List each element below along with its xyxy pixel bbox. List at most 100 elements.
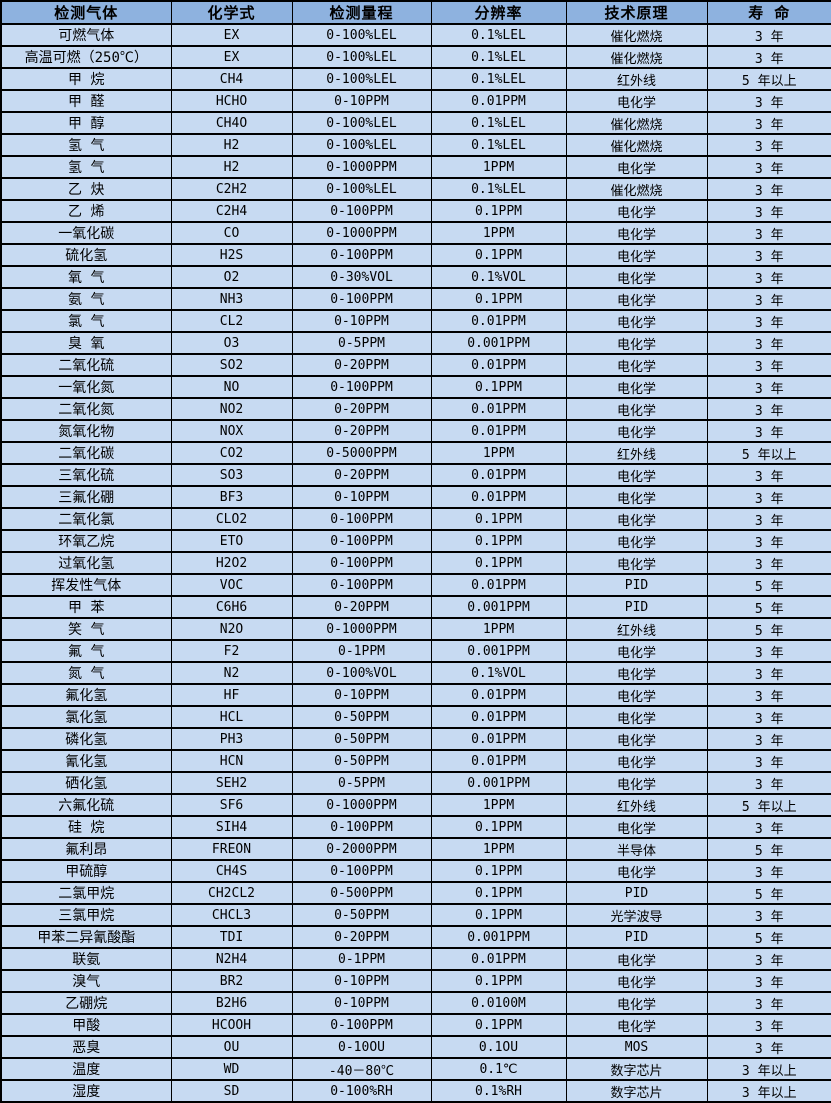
cell-chemical-formula: PH3 xyxy=(170,727,293,751)
table-row: 高温可燃（250℃） EX 0-100%LEL 0.1%LEL 催化燃烧 3 年 xyxy=(0,45,831,69)
cell-tech-principle: 电化学 xyxy=(565,705,708,729)
cell-chemical-formula: NOX xyxy=(170,419,293,443)
table-row: 二氧化氮 NO2 0-20PPM 0.01PPM 电化学 3 年 xyxy=(0,397,831,421)
cell-detection-range: 0-100PPM xyxy=(291,199,432,223)
cell-resolution: 1PPM xyxy=(430,155,567,179)
table-row: 氟化氢 HF 0-10PPM 0.01PPM 电化学 3 年 xyxy=(0,683,831,707)
cell-tech-principle: 电化学 xyxy=(565,551,708,575)
cell-gas-name: 氢 气 xyxy=(0,133,172,157)
cell-detection-range: 0-100PPM xyxy=(291,859,432,883)
cell-gas-name: 氢 气 xyxy=(0,155,172,179)
cell-gas-name: 溴气 xyxy=(0,969,172,993)
cell-lifespan: 5 年 xyxy=(706,573,831,597)
cell-tech-principle: 电化学 xyxy=(565,815,708,839)
cell-tech-principle: 电化学 xyxy=(565,155,708,179)
cell-lifespan: 3 年 xyxy=(706,265,831,289)
header-row: 检测气体 化学式 检测量程 分辨率 技术原理 寿 命 xyxy=(0,0,831,25)
cell-tech-principle: 电化学 xyxy=(565,89,708,113)
column-header-tech-principle: 技术原理 xyxy=(565,0,708,25)
cell-resolution: 0.1PPM xyxy=(430,507,567,531)
cell-gas-name: 氟化氢 xyxy=(0,683,172,707)
cell-tech-principle: 电化学 xyxy=(565,309,708,333)
cell-lifespan: 3 年 xyxy=(706,397,831,421)
cell-gas-name: 二氧化碳 xyxy=(0,441,172,465)
cell-chemical-formula: CO xyxy=(170,221,293,245)
cell-resolution: 0.1PPM xyxy=(430,1013,567,1037)
cell-gas-name: 氧 气 xyxy=(0,265,172,289)
cell-lifespan: 3 年 xyxy=(706,1035,831,1059)
cell-chemical-formula: H2 xyxy=(170,155,293,179)
cell-resolution: 0.1OU xyxy=(430,1035,567,1059)
cell-tech-principle: 电化学 xyxy=(565,639,708,663)
cell-gas-name: 乙硼烷 xyxy=(0,991,172,1015)
cell-tech-principle: 电化学 xyxy=(565,243,708,267)
cell-detection-range: 0-100PPM xyxy=(291,551,432,575)
cell-resolution: 0.1%VOL xyxy=(430,661,567,685)
cell-gas-name: 甲酸 xyxy=(0,1013,172,1037)
cell-resolution: 0.1%LEL xyxy=(430,177,567,201)
cell-tech-principle: 催化燃烧 xyxy=(565,111,708,135)
cell-detection-range: 0-100PPM xyxy=(291,573,432,597)
cell-detection-range: 0-50PPM xyxy=(291,749,432,773)
cell-lifespan: 5 年 xyxy=(706,837,831,861)
cell-detection-range: 0-5PPM xyxy=(291,331,432,355)
table-row: 三氯甲烷 CHCL3 0-50PPM 0.1PPM 光学波导 3 年 xyxy=(0,903,831,927)
table-row: 一氧化氮 NO 0-100PPM 0.1PPM 电化学 3 年 xyxy=(0,375,831,399)
cell-detection-range: 0-100PPM xyxy=(291,287,432,311)
cell-resolution: 0.01PPM xyxy=(430,485,567,509)
cell-gas-name: 臭 氧 xyxy=(0,331,172,355)
cell-tech-principle: 电化学 xyxy=(565,947,708,971)
cell-gas-name: 六氟化硫 xyxy=(0,793,172,817)
cell-detection-range: 0-20PPM xyxy=(291,397,432,421)
cell-tech-principle: PID xyxy=(565,573,708,597)
table-row: 硫化氢 H2S 0-100PPM 0.1PPM 电化学 3 年 xyxy=(0,243,831,267)
cell-chemical-formula: N2 xyxy=(170,661,293,685)
cell-chemical-formula: SIH4 xyxy=(170,815,293,839)
table-row: 湿度 SD 0-100%RH 0.1%RH 数字芯片 3 年以上 xyxy=(0,1079,831,1103)
table-row: 笑 气 N2O 0-1000PPM 1PPM 红外线 5 年 xyxy=(0,617,831,641)
cell-resolution: 0.01PPM xyxy=(430,419,567,443)
table-row: 臭 氧 O3 0-5PPM 0.001PPM 电化学 3 年 xyxy=(0,331,831,355)
cell-gas-name: 乙 炔 xyxy=(0,177,172,201)
table-row: 联氨 N2H4 0-1PPM 0.01PPM 电化学 3 年 xyxy=(0,947,831,971)
cell-detection-range: 0-100PPM xyxy=(291,507,432,531)
cell-detection-range: 0-5000PPM xyxy=(291,441,432,465)
cell-lifespan: 3 年 xyxy=(706,771,831,795)
table-row: 二氯甲烷 CH2CL2 0-500PPM 0.1PPM PID 5 年 xyxy=(0,881,831,905)
cell-chemical-formula: BF3 xyxy=(170,485,293,509)
cell-resolution: 0.1PPM xyxy=(430,375,567,399)
cell-gas-name: 甲硫醇 xyxy=(0,859,172,883)
cell-resolution: 1PPM xyxy=(430,793,567,817)
cell-tech-principle: 电化学 xyxy=(565,1013,708,1037)
cell-tech-principle: 电化学 xyxy=(565,661,708,685)
cell-lifespan: 5 年以上 xyxy=(706,793,831,817)
cell-gas-name: 硫化氢 xyxy=(0,243,172,267)
cell-resolution: 0.01PPM xyxy=(430,353,567,377)
cell-detection-range: 0-1000PPM xyxy=(291,617,432,641)
cell-chemical-formula: SEH2 xyxy=(170,771,293,795)
cell-detection-range: 0-10PPM xyxy=(291,89,432,113)
column-header-resolution: 分辨率 xyxy=(430,0,567,25)
cell-lifespan: 3 年 xyxy=(706,727,831,751)
cell-lifespan: 3 年 xyxy=(706,859,831,883)
table-row: 氧 气 O2 0-30%VOL 0.1%VOL 电化学 3 年 xyxy=(0,265,831,289)
cell-gas-name: 硒化氢 xyxy=(0,771,172,795)
cell-tech-principle: 电化学 xyxy=(565,463,708,487)
table-row: 氯化氢 HCL 0-50PPM 0.01PPM 电化学 3 年 xyxy=(0,705,831,729)
cell-chemical-formula: NO2 xyxy=(170,397,293,421)
cell-lifespan: 3 年 xyxy=(706,375,831,399)
cell-tech-principle: 电化学 xyxy=(565,419,708,443)
cell-chemical-formula: HF xyxy=(170,683,293,707)
cell-chemical-formula: CH4 xyxy=(170,67,293,91)
column-header-detection-range: 检测量程 xyxy=(291,0,432,25)
table-row: 三氧化硫 SO3 0-20PPM 0.01PPM 电化学 3 年 xyxy=(0,463,831,487)
cell-detection-range: 0-50PPM xyxy=(291,705,432,729)
cell-tech-principle: 电化学 xyxy=(565,287,708,311)
cell-lifespan: 3 年 xyxy=(706,1013,831,1037)
cell-tech-principle: 电化学 xyxy=(565,397,708,421)
cell-lifespan: 3 年 xyxy=(706,991,831,1015)
cell-tech-principle: 电化学 xyxy=(565,353,708,377)
table-row: 氢 气 H2 0-100%LEL 0.1%LEL 催化燃烧 3 年 xyxy=(0,133,831,157)
cell-chemical-formula: CH4O xyxy=(170,111,293,135)
